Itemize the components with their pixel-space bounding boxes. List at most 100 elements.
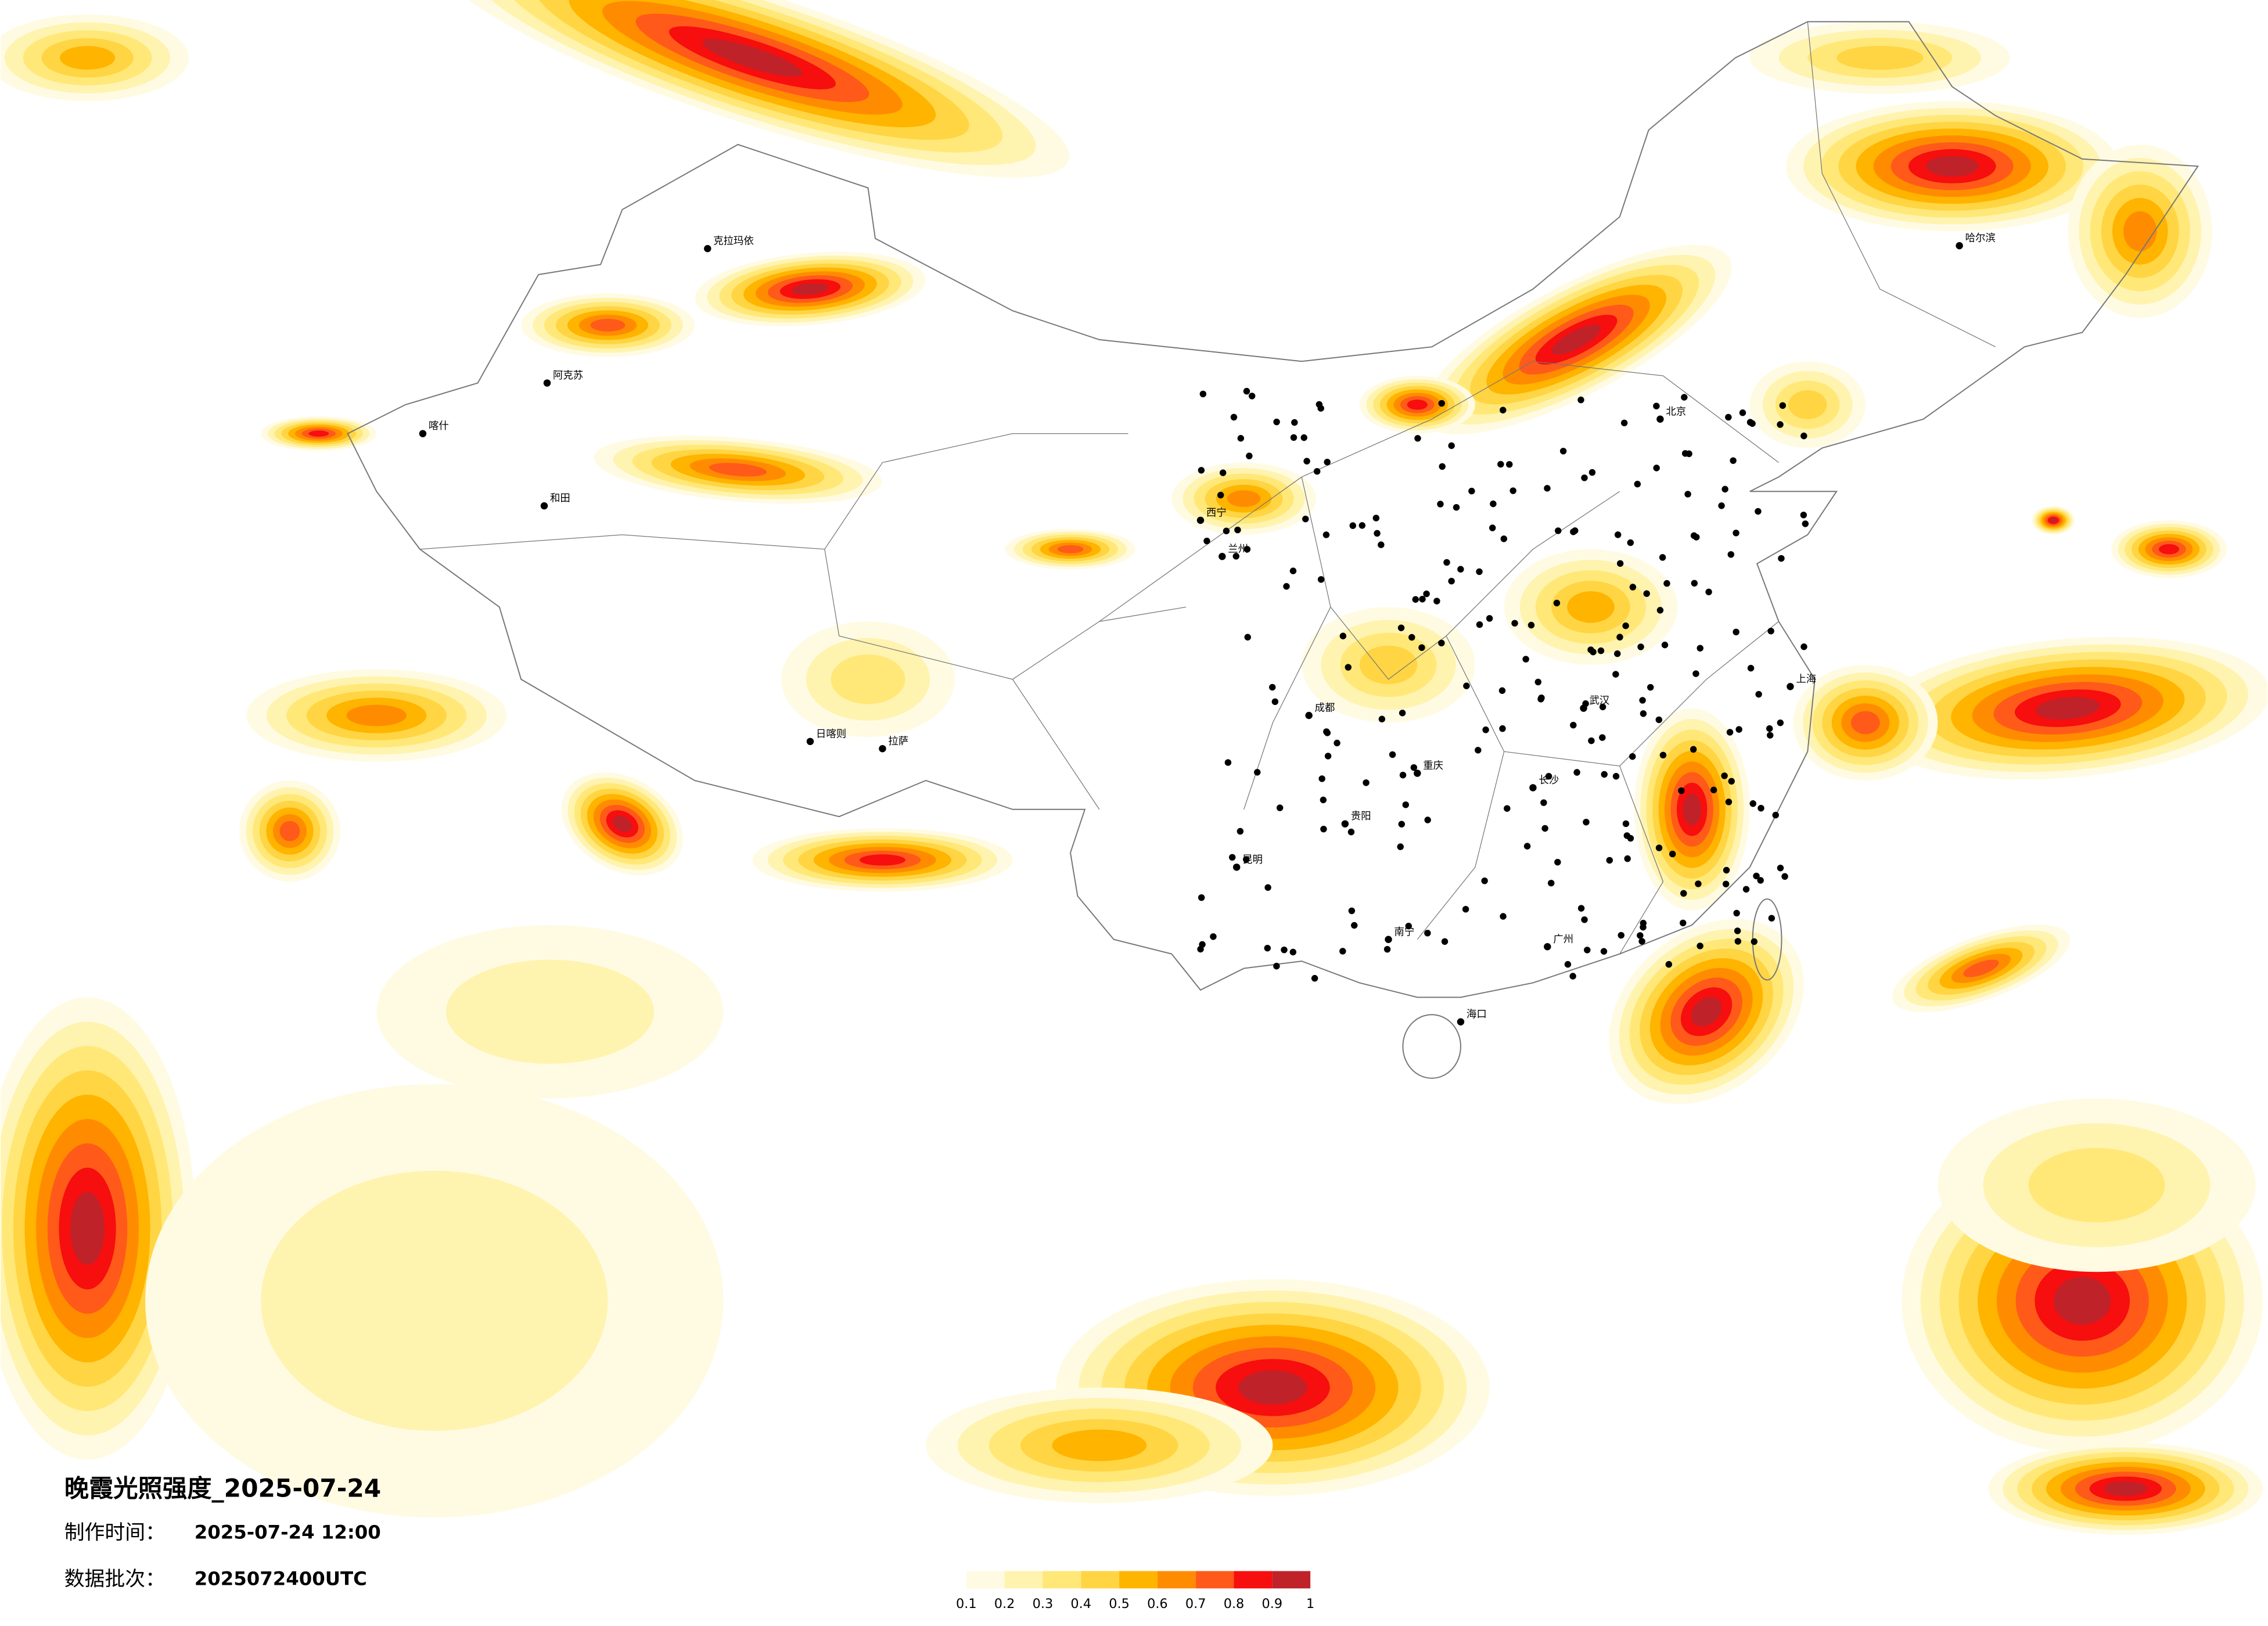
city-dot (1323, 728, 1330, 735)
city-dot (1656, 415, 1664, 423)
city-dot (1372, 515, 1380, 521)
city-dot (1397, 843, 1404, 850)
city-dot (1269, 684, 1276, 691)
city-dot (1643, 590, 1650, 597)
intensity-patch (1359, 645, 1418, 685)
city-dot (1234, 526, 1241, 534)
city-dot (1414, 769, 1421, 777)
city-dot (1385, 936, 1392, 943)
city-dot (1232, 553, 1239, 560)
city-dot (1730, 457, 1737, 464)
city-dot (1733, 909, 1740, 917)
city-dot (1691, 580, 1698, 587)
city-dot (1534, 678, 1542, 686)
city-dot (1766, 725, 1773, 732)
city-dot (1224, 759, 1232, 766)
city-dot (1273, 418, 1280, 426)
intensity-patch (2054, 1276, 2111, 1325)
city-dot (1588, 469, 1596, 476)
city-dot (1339, 948, 1346, 955)
city-dot (1506, 461, 1513, 468)
city-dot (1443, 559, 1450, 566)
city-dot (1271, 698, 1279, 706)
city-dot (1374, 530, 1381, 537)
city-dot (1755, 508, 1762, 515)
city-dot (1614, 650, 1621, 657)
city-label: 上海 (1796, 674, 1816, 685)
city-dot (1572, 527, 1579, 534)
city-dot (1727, 551, 1735, 558)
city-label: 喀什 (429, 420, 449, 432)
city-dot (1655, 716, 1663, 724)
city-dot (1767, 627, 1774, 635)
city-dot (1547, 879, 1555, 887)
city-dot (1777, 864, 1784, 872)
city-dot (1751, 938, 1758, 945)
colorbar: 0.1 0.2 0.3 0.4 0.5 0.6 0.7 0.8 0.9 1 (956, 1571, 1314, 1611)
city-dot (1800, 643, 1807, 650)
city-dot (1623, 832, 1631, 839)
city-dot (1637, 932, 1644, 939)
city-dot (1627, 539, 1634, 546)
province-borders (419, 21, 1996, 954)
city-dot (1600, 948, 1608, 955)
city-dot (1725, 798, 1733, 805)
city-dot (1289, 948, 1297, 956)
city-dot (1618, 931, 1624, 939)
city-label: 重庆 (1423, 760, 1443, 772)
city-dot (1637, 643, 1644, 650)
city-dot (1490, 500, 1497, 508)
city-dot (1612, 773, 1620, 780)
city-dot (1800, 512, 1807, 519)
city-dot (1349, 522, 1357, 529)
intensity-patch (2158, 544, 2180, 555)
city-dot (1541, 825, 1548, 832)
city-dot (1529, 784, 1537, 792)
city-dot (1577, 905, 1585, 912)
city-dot (1408, 634, 1415, 641)
city-dot (1781, 873, 1788, 880)
city-dot (1599, 703, 1606, 711)
city-dot (1419, 595, 1426, 603)
city-dot (806, 738, 814, 746)
city-dot (1203, 537, 1210, 545)
city-dot (1768, 915, 1775, 922)
colorbar-swatch (1081, 1571, 1120, 1589)
city-dot (1243, 546, 1251, 553)
city-dot (1733, 530, 1739, 537)
city-dot (1690, 746, 1697, 753)
city-dot (1223, 527, 1230, 535)
city-dot (1433, 598, 1440, 605)
city-dot (1606, 857, 1613, 864)
city-dot (1746, 419, 1754, 426)
city-dot (1614, 531, 1622, 538)
city-dot (1441, 938, 1448, 945)
city-dot (1723, 866, 1730, 874)
colorbar-swatch (1195, 1571, 1234, 1589)
city-dot (1722, 880, 1730, 888)
city-label: 和田 (550, 493, 570, 505)
city-dot (1219, 553, 1226, 560)
city-dot (1599, 734, 1606, 741)
city-dot (1448, 442, 1455, 449)
borders (347, 21, 2199, 1079)
city-dot (1317, 576, 1325, 583)
city-dot (1581, 474, 1588, 481)
city-dot (1681, 394, 1688, 401)
city-dot (1281, 946, 1288, 954)
intensity-patch (2036, 697, 2100, 720)
intensity-patch (1052, 1429, 1147, 1462)
city-dot (1254, 769, 1261, 776)
city-dot (1500, 913, 1507, 920)
city-dot (1583, 818, 1590, 826)
city-dot (1580, 704, 1587, 712)
city-dot (1511, 620, 1518, 627)
intensity-patch (1551, 325, 1601, 355)
city-dot (1341, 820, 1349, 828)
city-dot (1318, 775, 1325, 782)
city-dot (1653, 402, 1660, 409)
city-dot (1399, 710, 1406, 717)
city-dot (1348, 907, 1356, 915)
city-dot (1659, 751, 1667, 759)
city-dot (1457, 1018, 1465, 1026)
